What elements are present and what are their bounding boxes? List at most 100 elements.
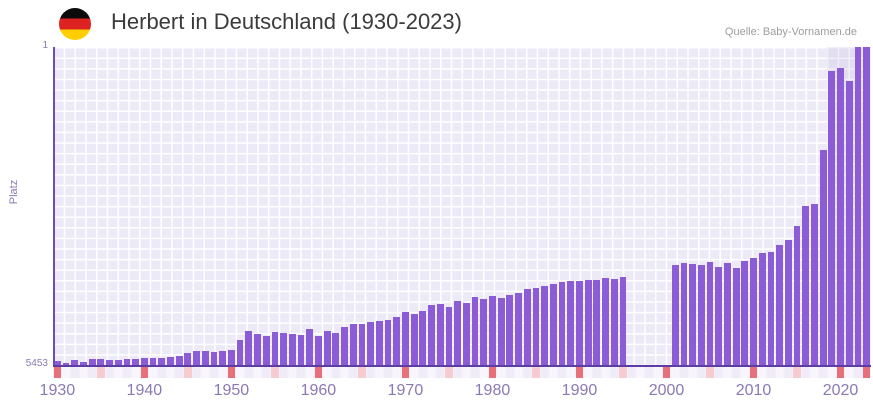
bar[interactable] (236, 340, 244, 365)
bar[interactable] (445, 306, 453, 365)
bar[interactable] (854, 47, 862, 365)
decade-marker-cell (593, 367, 601, 378)
bar[interactable] (811, 204, 818, 365)
bar[interactable] (367, 322, 374, 365)
bar[interactable] (410, 313, 418, 365)
bar[interactable] (393, 316, 401, 365)
bar[interactable] (332, 332, 340, 365)
bar[interactable] (758, 253, 766, 365)
bar[interactable] (384, 319, 392, 365)
bar[interactable] (610, 278, 618, 365)
bar[interactable] (741, 261, 749, 365)
bar[interactable] (454, 301, 462, 365)
bar[interactable] (776, 245, 783, 365)
decade-marker-cell (384, 367, 392, 378)
bar[interactable] (706, 262, 714, 365)
bar[interactable] (262, 335, 270, 365)
bar[interactable] (558, 282, 566, 365)
decade-marker-cell (114, 367, 122, 378)
bar[interactable] (288, 334, 296, 365)
bar[interactable] (471, 297, 479, 365)
bar[interactable] (506, 294, 514, 365)
bar[interactable] (140, 357, 148, 365)
bar[interactable] (541, 285, 549, 365)
bar[interactable] (106, 359, 113, 365)
bar[interactable] (271, 331, 279, 365)
bar[interactable] (724, 263, 731, 365)
bar[interactable] (863, 47, 871, 365)
bar[interactable] (323, 331, 331, 365)
bar[interactable] (671, 265, 679, 365)
bar[interactable] (428, 305, 435, 365)
decade-marker-cell (71, 367, 79, 378)
bar[interactable] (375, 321, 383, 365)
bar[interactable] (297, 334, 305, 365)
decade-marker-cell (688, 367, 697, 378)
bar[interactable] (680, 263, 688, 365)
bar[interactable] (567, 281, 575, 365)
bar[interactable] (715, 266, 723, 365)
bar[interactable] (184, 353, 192, 365)
bar[interactable] (201, 351, 209, 365)
bar[interactable] (245, 331, 253, 365)
bar[interactable] (515, 292, 522, 365)
bar[interactable] (523, 288, 531, 365)
decade-marker-cell (62, 367, 70, 378)
bar[interactable] (123, 359, 131, 365)
bar[interactable] (62, 363, 70, 365)
bar[interactable] (750, 257, 757, 365)
bar[interactable] (584, 280, 592, 365)
decade-marker-cell (210, 367, 218, 378)
bar[interactable] (71, 359, 79, 365)
bar[interactable] (732, 267, 740, 365)
bar[interactable] (480, 298, 488, 365)
bar[interactable] (767, 251, 775, 365)
bar[interactable] (315, 336, 322, 365)
bar[interactable] (837, 68, 844, 365)
bar[interactable] (419, 310, 427, 365)
bar[interactable] (114, 359, 122, 365)
bar[interactable] (793, 225, 801, 365)
bar[interactable] (697, 265, 705, 365)
bar[interactable] (402, 312, 409, 365)
bar[interactable] (689, 263, 696, 365)
bar[interactable] (436, 303, 444, 365)
decade-marker-cell (401, 367, 410, 378)
bar[interactable] (828, 71, 836, 365)
bar[interactable] (341, 326, 348, 365)
plot-area (53, 47, 871, 365)
bar[interactable] (532, 287, 540, 365)
bar[interactable] (219, 351, 227, 365)
bar[interactable] (132, 358, 140, 365)
bar[interactable] (88, 359, 96, 365)
bar[interactable] (175, 356, 183, 365)
bar[interactable] (619, 277, 627, 365)
decade-marker-cell (158, 367, 166, 378)
bar[interactable] (227, 349, 235, 365)
decade-marker-cell (697, 367, 706, 378)
bar[interactable] (158, 357, 166, 365)
bar[interactable] (167, 357, 174, 365)
bar[interactable] (549, 283, 557, 365)
bar[interactable] (576, 280, 583, 365)
bar[interactable] (254, 334, 261, 365)
bar[interactable] (819, 150, 827, 365)
bar[interactable] (80, 362, 87, 365)
bar[interactable] (306, 329, 314, 365)
bar[interactable] (802, 205, 810, 365)
bar[interactable] (280, 333, 287, 365)
bar[interactable] (53, 361, 61, 365)
bar[interactable] (358, 323, 366, 365)
bar[interactable] (593, 280, 601, 365)
bar[interactable] (497, 297, 505, 365)
bar[interactable] (97, 359, 105, 365)
bar[interactable] (784, 239, 792, 365)
bar[interactable] (349, 323, 357, 365)
bar[interactable] (210, 351, 218, 365)
bar[interactable] (193, 351, 200, 365)
bar[interactable] (462, 303, 470, 365)
bar[interactable] (149, 358, 157, 365)
bar[interactable] (602, 278, 609, 365)
bar[interactable] (489, 295, 496, 365)
bar[interactable] (845, 81, 853, 365)
